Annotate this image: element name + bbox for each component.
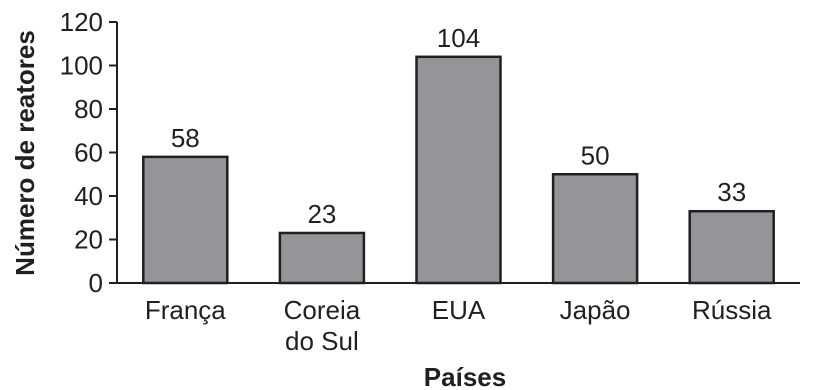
y-tick-label: 40 [74,181,103,211]
data-label: 58 [171,123,200,153]
data-label: 23 [307,199,336,229]
x-tick-label: Coreia do Sul [284,295,361,356]
bar [551,173,639,285]
y-tick-label: 80 [74,94,103,124]
x-tick-label: Rússia [692,295,772,325]
x-tick-label: EUA [432,295,486,325]
y-tick-label: 60 [74,138,103,168]
x-tick-label: França [145,295,226,325]
x-tick-label: Japão [560,295,631,325]
data-label: 33 [717,177,746,207]
y-tick-label: 120 [60,7,103,37]
y-axis-title: Número de reatores [10,30,40,276]
x-axis-title: Países [424,362,506,390]
data-label: 50 [581,140,610,170]
y-tick-label: 100 [60,51,103,81]
data-label: 104 [437,23,480,53]
bar [278,231,366,285]
y-tick-label: 0 [89,268,103,298]
plot-area: 58 França 23 Coreia do Sul 104 EUA 50 Japão 33 Rús… [60,7,800,356]
y-tick-label: 20 [74,225,103,255]
bar [142,155,229,285]
bar [415,55,502,285]
bar [688,209,775,285]
